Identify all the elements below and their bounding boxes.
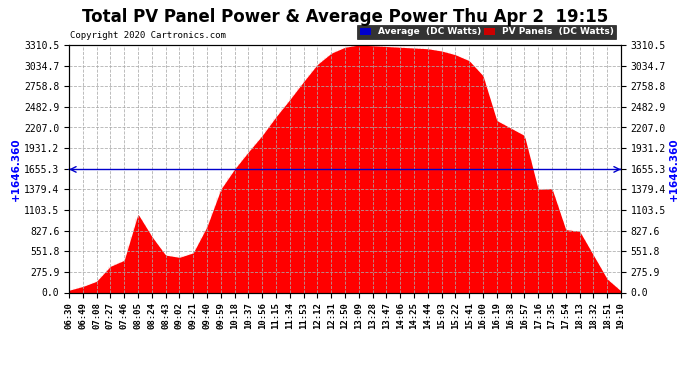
Y-axis label: +1646.360: +1646.360 xyxy=(669,137,679,201)
Y-axis label: +1646.360: +1646.360 xyxy=(11,137,21,201)
Legend: Average  (DC Watts), PV Panels  (DC Watts): Average (DC Watts), PV Panels (DC Watts) xyxy=(357,25,616,39)
Text: Total PV Panel Power & Average Power Thu Apr 2  19:15: Total PV Panel Power & Average Power Thu… xyxy=(82,8,608,26)
Text: Copyright 2020 Cartronics.com: Copyright 2020 Cartronics.com xyxy=(70,31,226,40)
